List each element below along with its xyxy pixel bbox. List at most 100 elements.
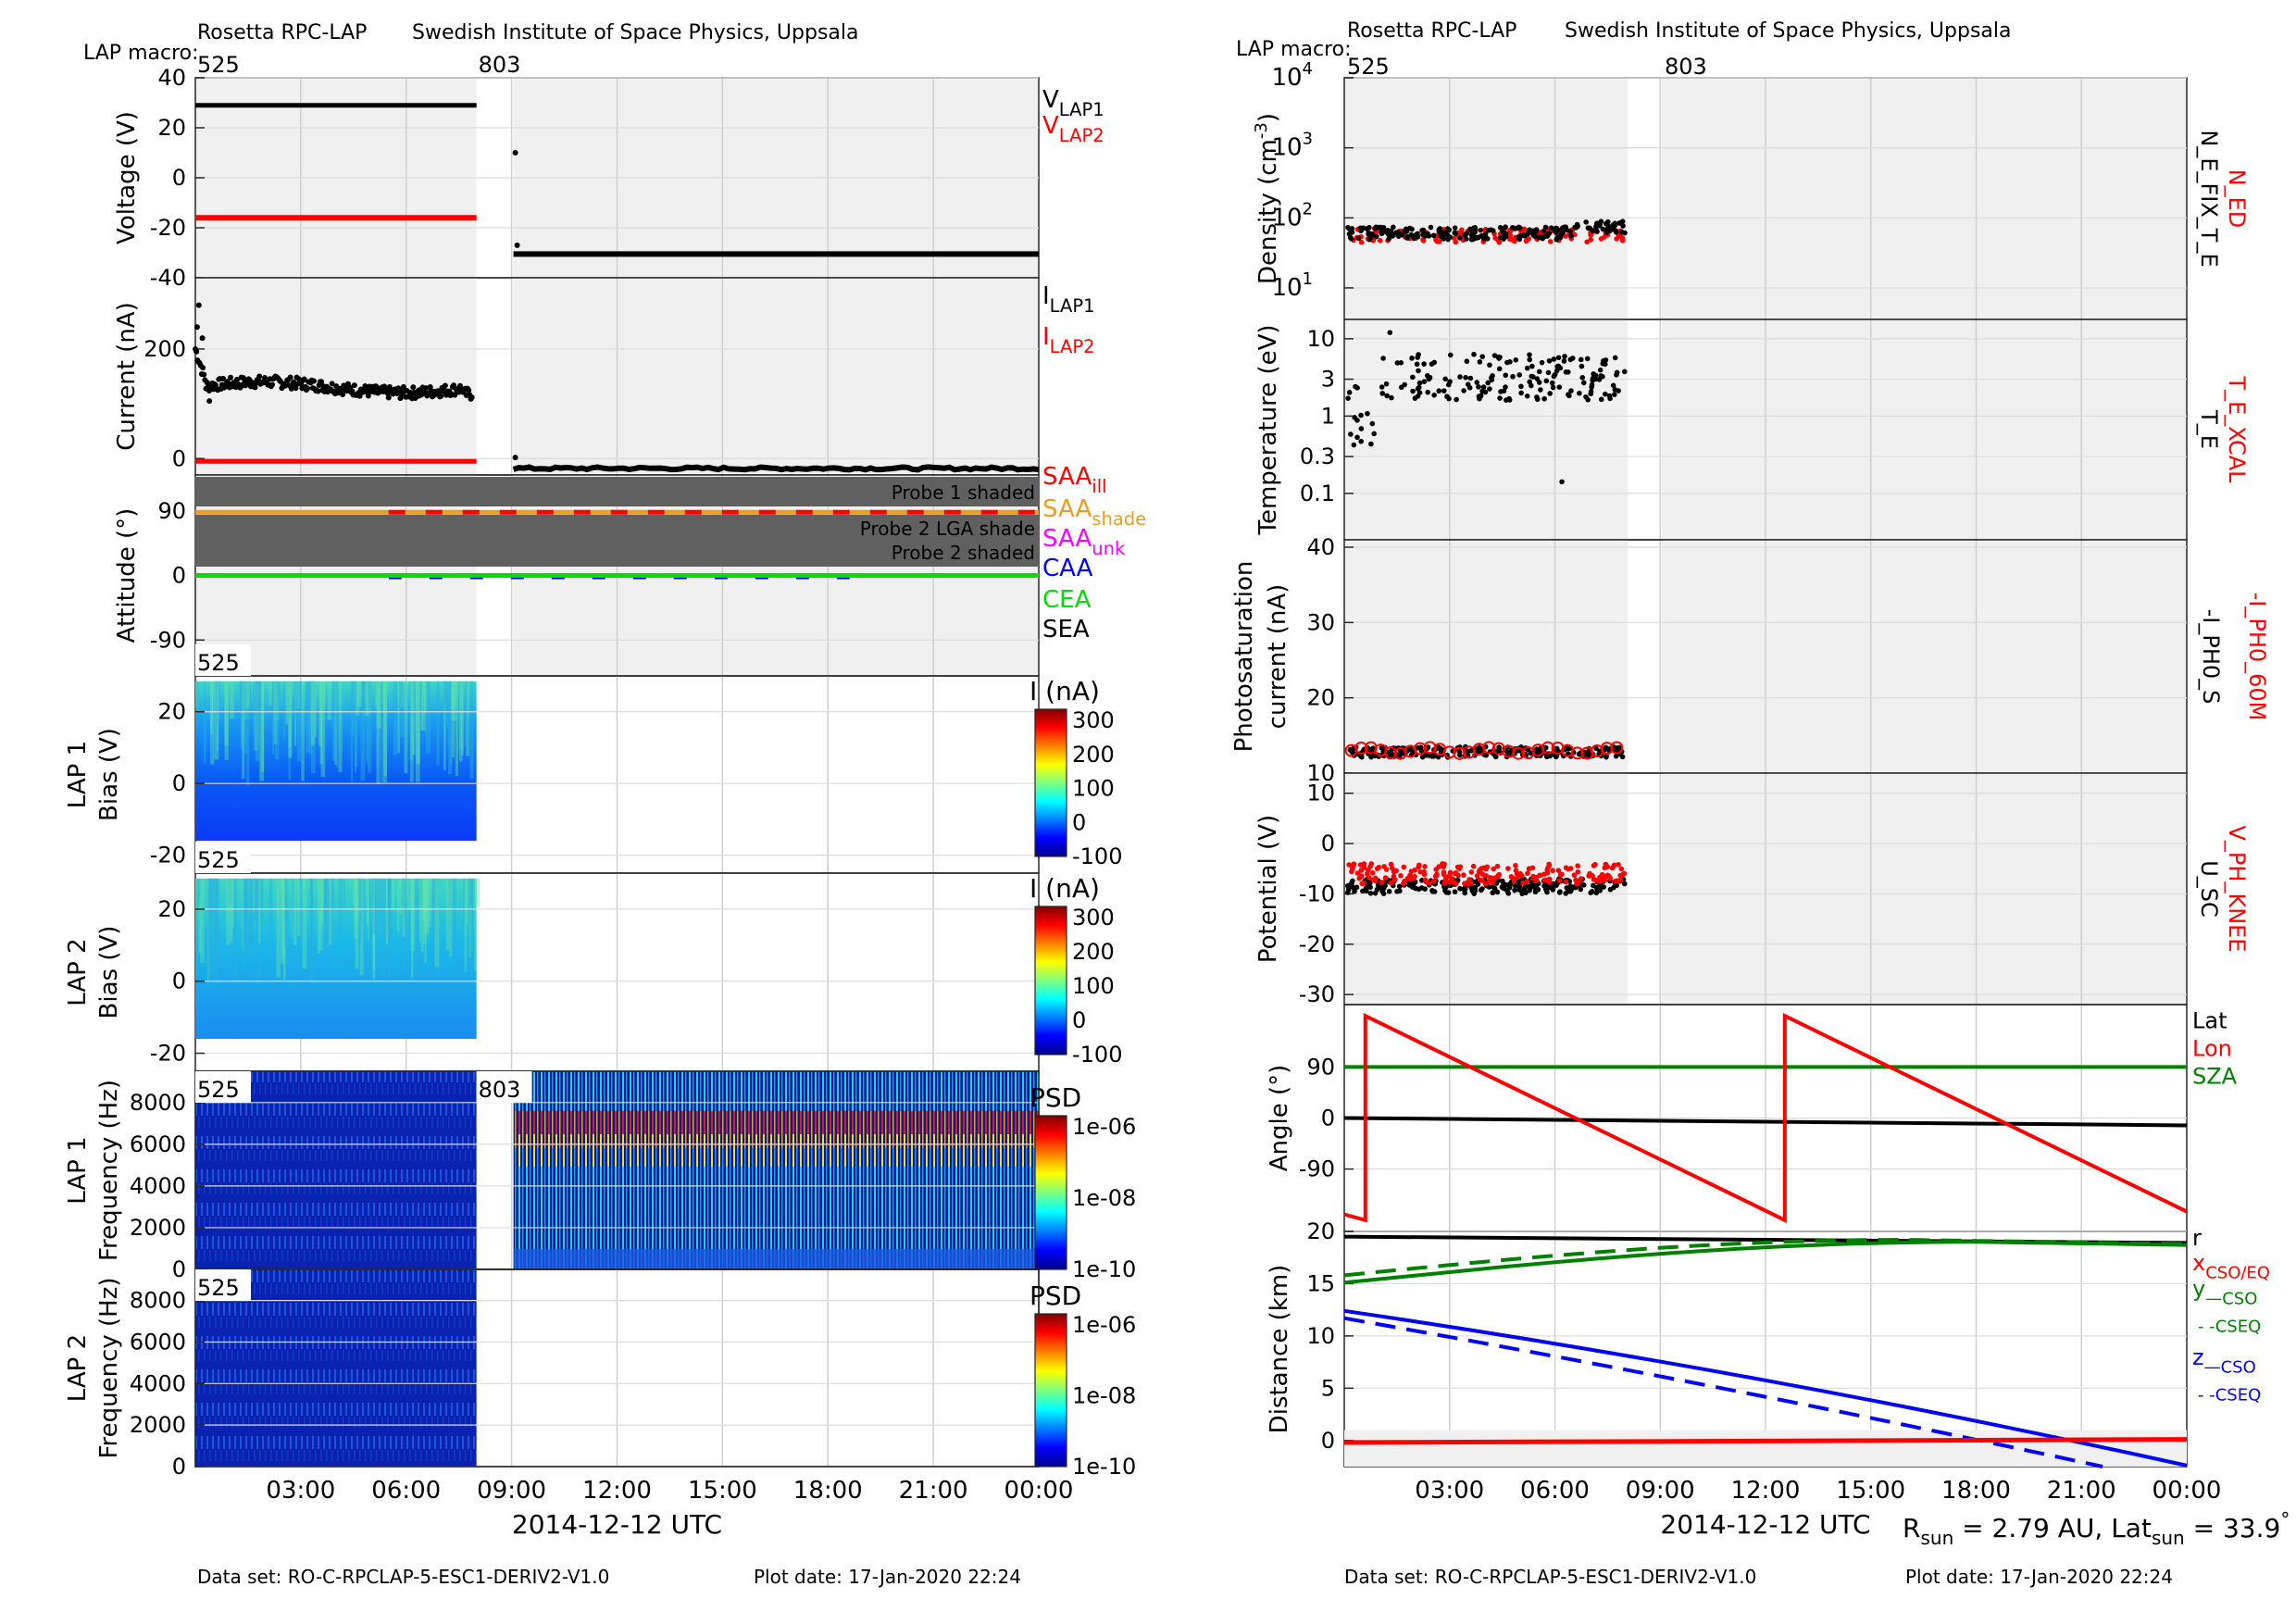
x-tick-label: 15:00 <box>1836 1477 1905 1505</box>
bias-streak <box>383 681 387 777</box>
bias-streak <box>332 681 336 761</box>
data-point <box>1612 220 1618 227</box>
bias-streak <box>212 878 217 972</box>
data-point <box>1437 226 1443 231</box>
x-tick-label: 06:00 <box>1520 1477 1590 1505</box>
bias-streak <box>455 681 458 776</box>
bias-streak <box>302 878 307 969</box>
bias-streak <box>372 878 376 980</box>
data-point <box>1603 220 1609 227</box>
spectrogram-803 <box>513 1071 1039 1269</box>
data-point <box>1541 741 1554 755</box>
bias-streak <box>452 681 456 708</box>
macro-525-background <box>195 278 477 475</box>
colorbar-tick: 1e-10 <box>1072 1454 1136 1480</box>
x-axis-title: 2014-12-12 UTC <box>512 1509 722 1540</box>
spectrogram-525 <box>195 1071 477 1269</box>
data-point <box>1360 888 1366 894</box>
data-point <box>1541 228 1547 234</box>
y-tick-label: -20 <box>150 1041 186 1067</box>
data-point <box>1425 389 1430 395</box>
legend-main: x <box>2192 1250 2205 1276</box>
data-point <box>1503 372 1509 379</box>
bias-streak <box>296 681 301 761</box>
sun-label-part: = 2.79 AU, Lat <box>1953 1513 2152 1543</box>
data-point <box>228 374 234 381</box>
data-point <box>1394 888 1400 894</box>
bias-streak <box>323 681 326 708</box>
data-point <box>1364 871 1370 877</box>
data-point <box>1490 880 1496 886</box>
x-tick-label: 03:00 <box>266 1477 335 1505</box>
bias-streak <box>310 681 315 722</box>
data-point <box>1466 384 1473 391</box>
bias-streak <box>422 878 427 944</box>
colorbar-title: I (nA) <box>1029 873 1100 904</box>
y-tick-label: 0 <box>172 445 186 471</box>
data-point <box>1361 865 1367 870</box>
data-point <box>1363 885 1369 892</box>
data-point <box>1598 236 1604 242</box>
legend-entry: -I_PH0_S <box>2198 609 2224 705</box>
data-point <box>1349 226 1355 231</box>
bias-streak <box>411 878 414 979</box>
data-point <box>1502 886 1507 892</box>
sun-label-part: ° <box>2280 1508 2290 1530</box>
colorbar-tick: 200 <box>1072 742 1115 768</box>
data-point <box>1478 227 1484 233</box>
data-point <box>224 379 231 385</box>
data-point <box>1386 236 1391 242</box>
bias-streak <box>393 681 398 756</box>
tick-exponent: 4 <box>1303 59 1313 79</box>
y-tick-label: 1 <box>1321 403 1335 429</box>
data-point <box>1525 231 1531 236</box>
bias-streak <box>447 878 452 955</box>
data-point <box>1546 357 1553 364</box>
data-point <box>1382 875 1389 881</box>
bias-streak <box>254 681 259 751</box>
bias-streak <box>317 878 320 954</box>
bias-streak <box>275 681 280 760</box>
legend-entry: Lat <box>2192 1008 2227 1034</box>
bias-streak <box>281 878 285 965</box>
legend-distance: z—CSO <box>2192 1344 2256 1377</box>
bias-streak <box>310 681 316 746</box>
data-point <box>1564 227 1569 232</box>
data-point <box>1351 863 1356 869</box>
bias-streak <box>460 681 464 756</box>
colorbar-tick: 100 <box>1072 776 1115 802</box>
y-axis-label: LAP 1 <box>64 1136 92 1204</box>
data-point <box>1504 359 1510 366</box>
data-point <box>1603 391 1608 397</box>
data-point <box>1613 753 1619 759</box>
legend-sub: CSO/EQ <box>2205 1263 2270 1282</box>
data-point <box>1607 875 1614 881</box>
colorbar-tick: 300 <box>1072 707 1115 733</box>
legend-main: CAA <box>1042 555 1093 582</box>
bias-streak <box>420 878 424 953</box>
tick-exponent: 2 <box>1303 199 1313 219</box>
data-point <box>1610 741 1624 755</box>
legend-entry: U_SC <box>2196 860 2222 918</box>
bias-streak <box>274 681 280 721</box>
bias-streak <box>259 681 264 781</box>
data-point <box>1555 355 1562 361</box>
bias-streak <box>335 681 339 768</box>
bias-streak <box>458 681 463 762</box>
data-point <box>1472 743 1486 756</box>
data-point <box>1536 369 1542 375</box>
data-point <box>1513 863 1518 868</box>
data-point <box>1483 236 1489 242</box>
y-tick-label: 90 <box>1306 1054 1335 1080</box>
data-point <box>1441 869 1447 876</box>
data-point <box>1602 877 1608 883</box>
footer-dataset: Data set: RO-C-RPCLAP-5-ESC1-DERIV2-V1.0 <box>1344 1566 1756 1588</box>
bias-streak <box>443 681 446 770</box>
y-tick-label: -90 <box>1299 1156 1335 1182</box>
bias-streak <box>216 878 220 967</box>
data-point <box>1447 234 1454 240</box>
bias-streak <box>415 878 418 971</box>
bias-streak <box>271 681 275 756</box>
data-point <box>385 394 392 401</box>
